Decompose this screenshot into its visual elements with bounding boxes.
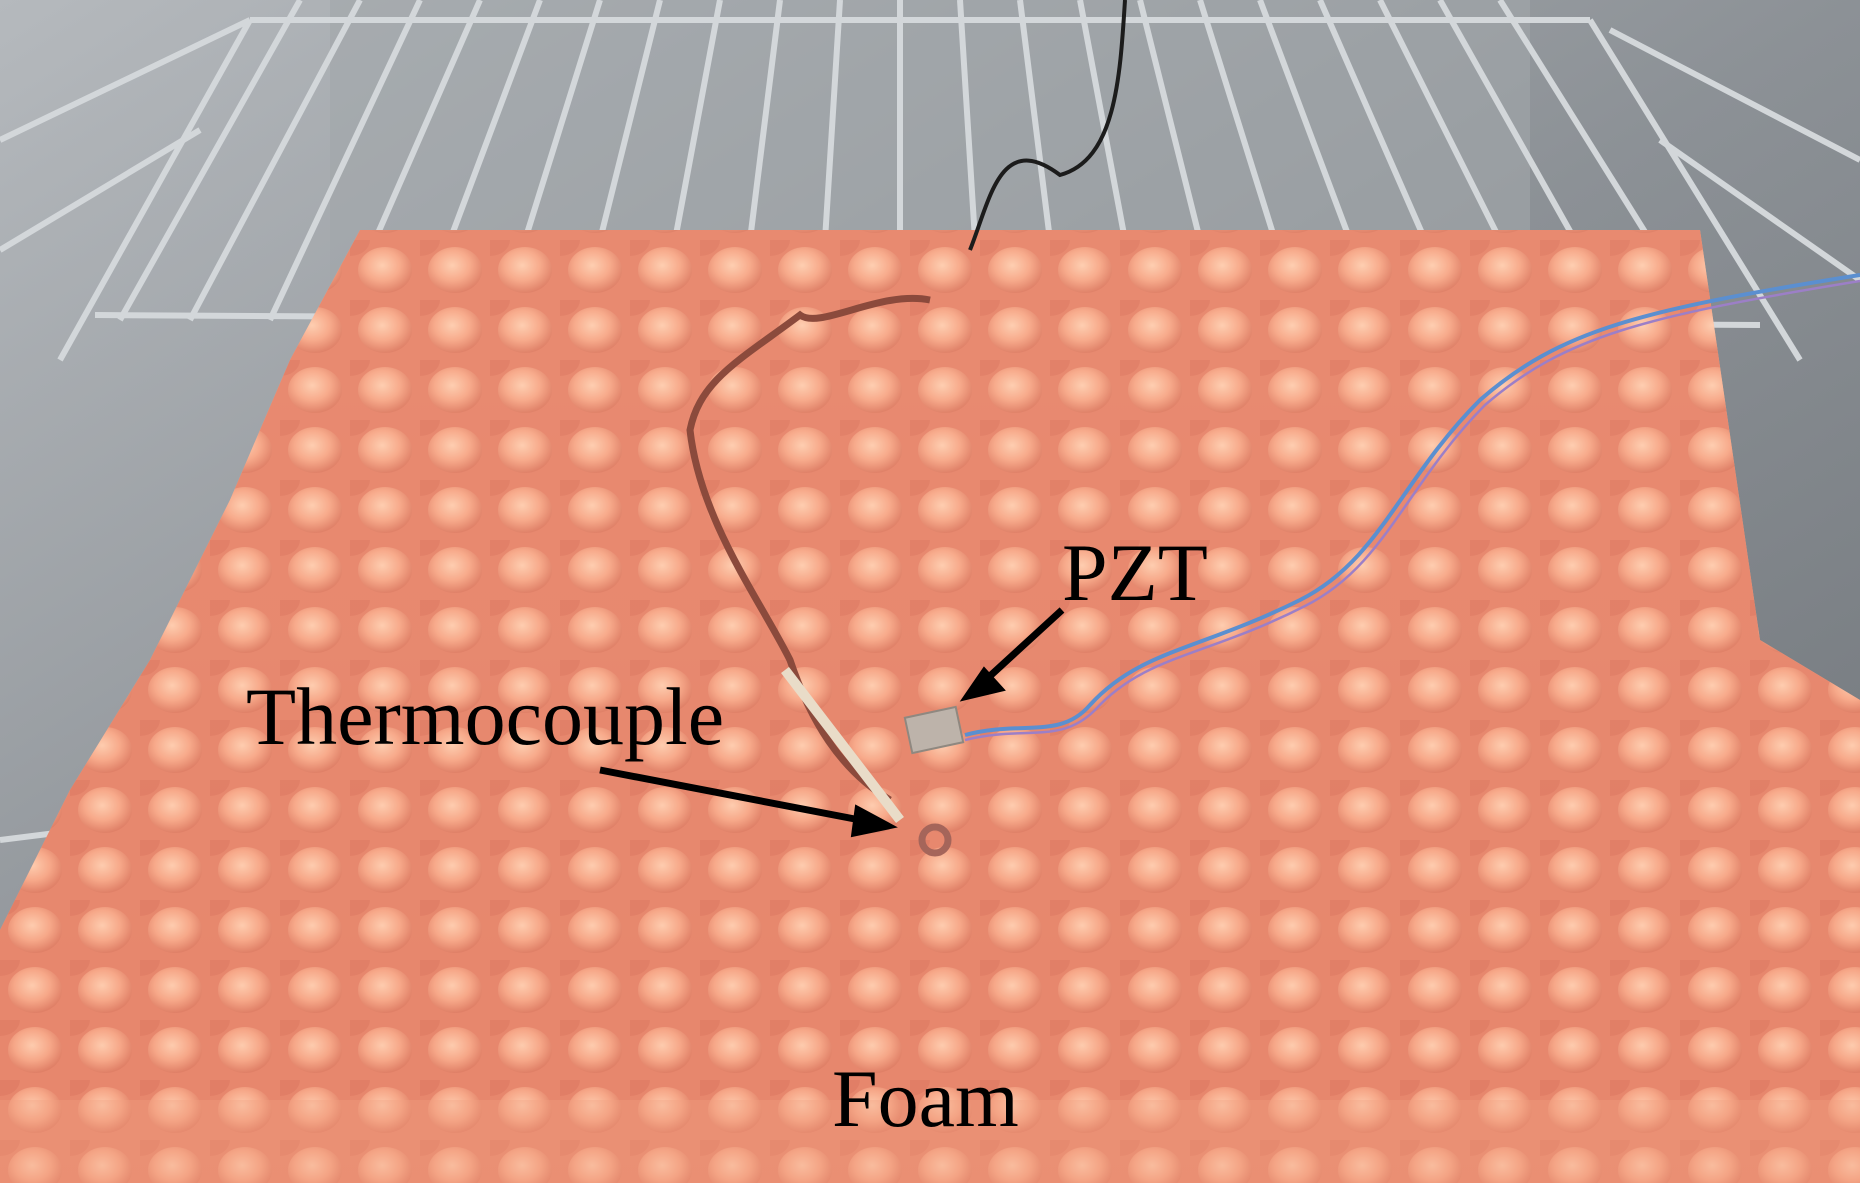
- thermocouple-ring: [918, 823, 952, 857]
- pzt-wire: [964, 273, 1860, 737]
- foam-label: Foam: [832, 1053, 1019, 1144]
- pzt-element: [903, 705, 965, 755]
- thermocouple-arrow: [599, 766, 898, 838]
- thermocouple-label: Thermocouple: [246, 671, 725, 762]
- black-cable: [968, 0, 1127, 251]
- pzt-label: PZT: [1062, 527, 1208, 618]
- pzt-arrow: [959, 607, 1065, 702]
